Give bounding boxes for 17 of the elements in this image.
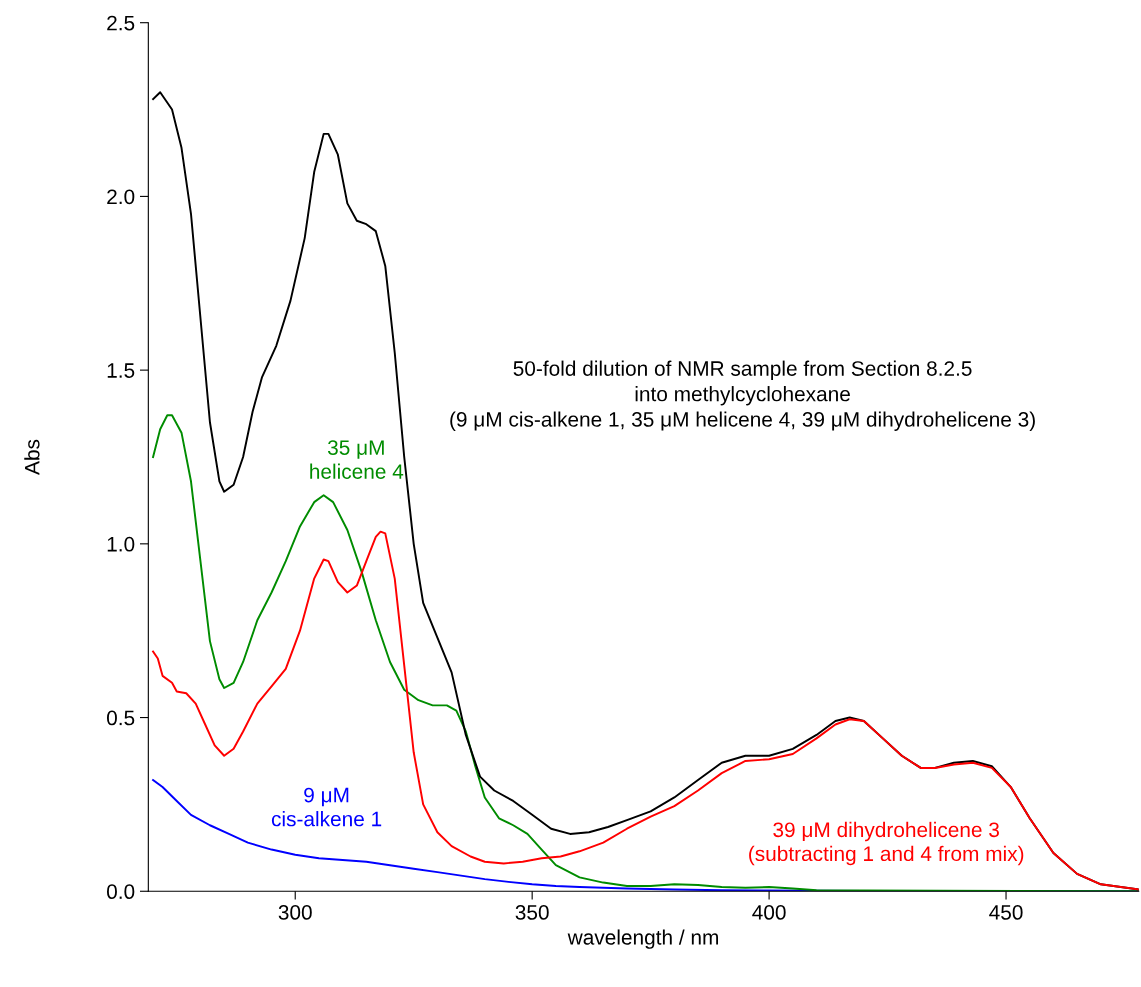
- x-tick-label: 400: [752, 905, 786, 920]
- y-tick-label: 2.0: [107, 189, 135, 205]
- series-label: 9 μM cis-alkene 1: [271, 787, 382, 827]
- annotation: 50-fold dilution of NMR sample from Section 8.2.5 into methylcyclohexane (9 μM cis-alkene 1, 35 μM helicene 4, 39 μM dihydrohelicene 3): [450, 360, 1035, 431]
- x-axis-title: wavelength / nm: [567, 929, 719, 949]
- y-tick-label: 1.0: [107, 536, 135, 552]
- x-tick-label: 350: [515, 905, 549, 920]
- y-tick-label: 0.5: [106, 710, 135, 726]
- x-tick-label: 450: [989, 905, 1023, 920]
- x-tick-label: 300: [278, 905, 312, 920]
- series-label: 39 μM dihydrohelicene 3 (subtracting 1 and 4 from mix): [749, 821, 1024, 866]
- y-tick-label: 1.5: [107, 363, 135, 378]
- y-axis-title: Abs: [24, 439, 40, 475]
- y-tick-label: 0.0: [106, 884, 135, 900]
- series-label: 35 μM helicene 4: [310, 440, 404, 479]
- line-series: [152, 530, 1139, 891]
- y-tick-label: 2.5: [107, 15, 135, 31]
